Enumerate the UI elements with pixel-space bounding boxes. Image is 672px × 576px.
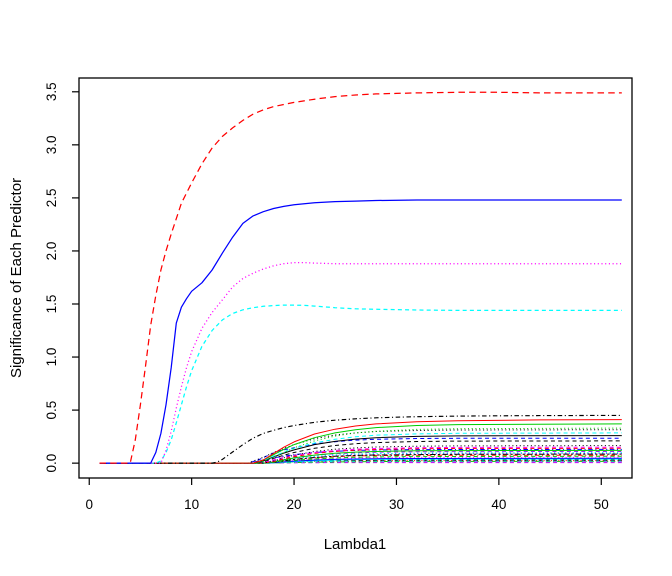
- x-tick-label: 20: [287, 497, 302, 512]
- y-tick-label: 2.0: [44, 242, 59, 261]
- y-tick-label: 0.5: [44, 401, 59, 420]
- x-tick-label: 30: [389, 497, 404, 512]
- y-tick-label: 1.0: [44, 348, 59, 367]
- y-tick-label: 3.5: [44, 82, 59, 101]
- series-line-line-12: [99, 453, 622, 464]
- series-line-line-28: [99, 419, 622, 464]
- y-tick-label: 1.5: [44, 295, 59, 314]
- y-tick-label: 2.5: [44, 189, 59, 208]
- series-line-line-25: [99, 429, 622, 464]
- series-line-line-30: [99, 304, 622, 464]
- series-line-line-17: [99, 448, 622, 464]
- series-line-line-14: [99, 452, 622, 464]
- series-line-line-19: [99, 446, 622, 464]
- series-line-line-21: [99, 440, 622, 464]
- series-line-line-32: [99, 199, 622, 464]
- series-line-line-15: [99, 451, 622, 464]
- x-tick-label: 10: [184, 497, 199, 512]
- y-tick-label: 3.0: [44, 135, 59, 154]
- series-line-line-18: [99, 447, 622, 464]
- series-line-line-04: [99, 460, 622, 464]
- x-tick-label: 40: [491, 497, 506, 512]
- series-line-line-16: [99, 449, 622, 464]
- series-line-line-33: [99, 91, 622, 464]
- x-axis-title: Lambda1: [324, 536, 387, 553]
- curves-layer: [99, 91, 622, 464]
- y-axis-title: Significance of Each Predictor: [8, 178, 25, 378]
- series-line-line-29: [99, 414, 622, 464]
- series-line-line-22: [99, 437, 622, 464]
- y-tick-label: 0.0: [44, 454, 59, 473]
- series-line-line-10: [99, 455, 622, 464]
- plot-box: [78, 77, 633, 479]
- series-line-line-23: [99, 435, 622, 464]
- series-line-line-24: [99, 432, 622, 464]
- axes-layer: 0 10 20 30 40 50 0.0 0.5 1.0 1.5 2.0 2.5 3.0 3.5: [44, 82, 609, 512]
- x-tick-label: 50: [594, 497, 609, 512]
- x-tick-label: 0: [85, 497, 93, 512]
- series-line-line-26: [99, 427, 622, 464]
- series-line-line-20: [99, 445, 622, 464]
